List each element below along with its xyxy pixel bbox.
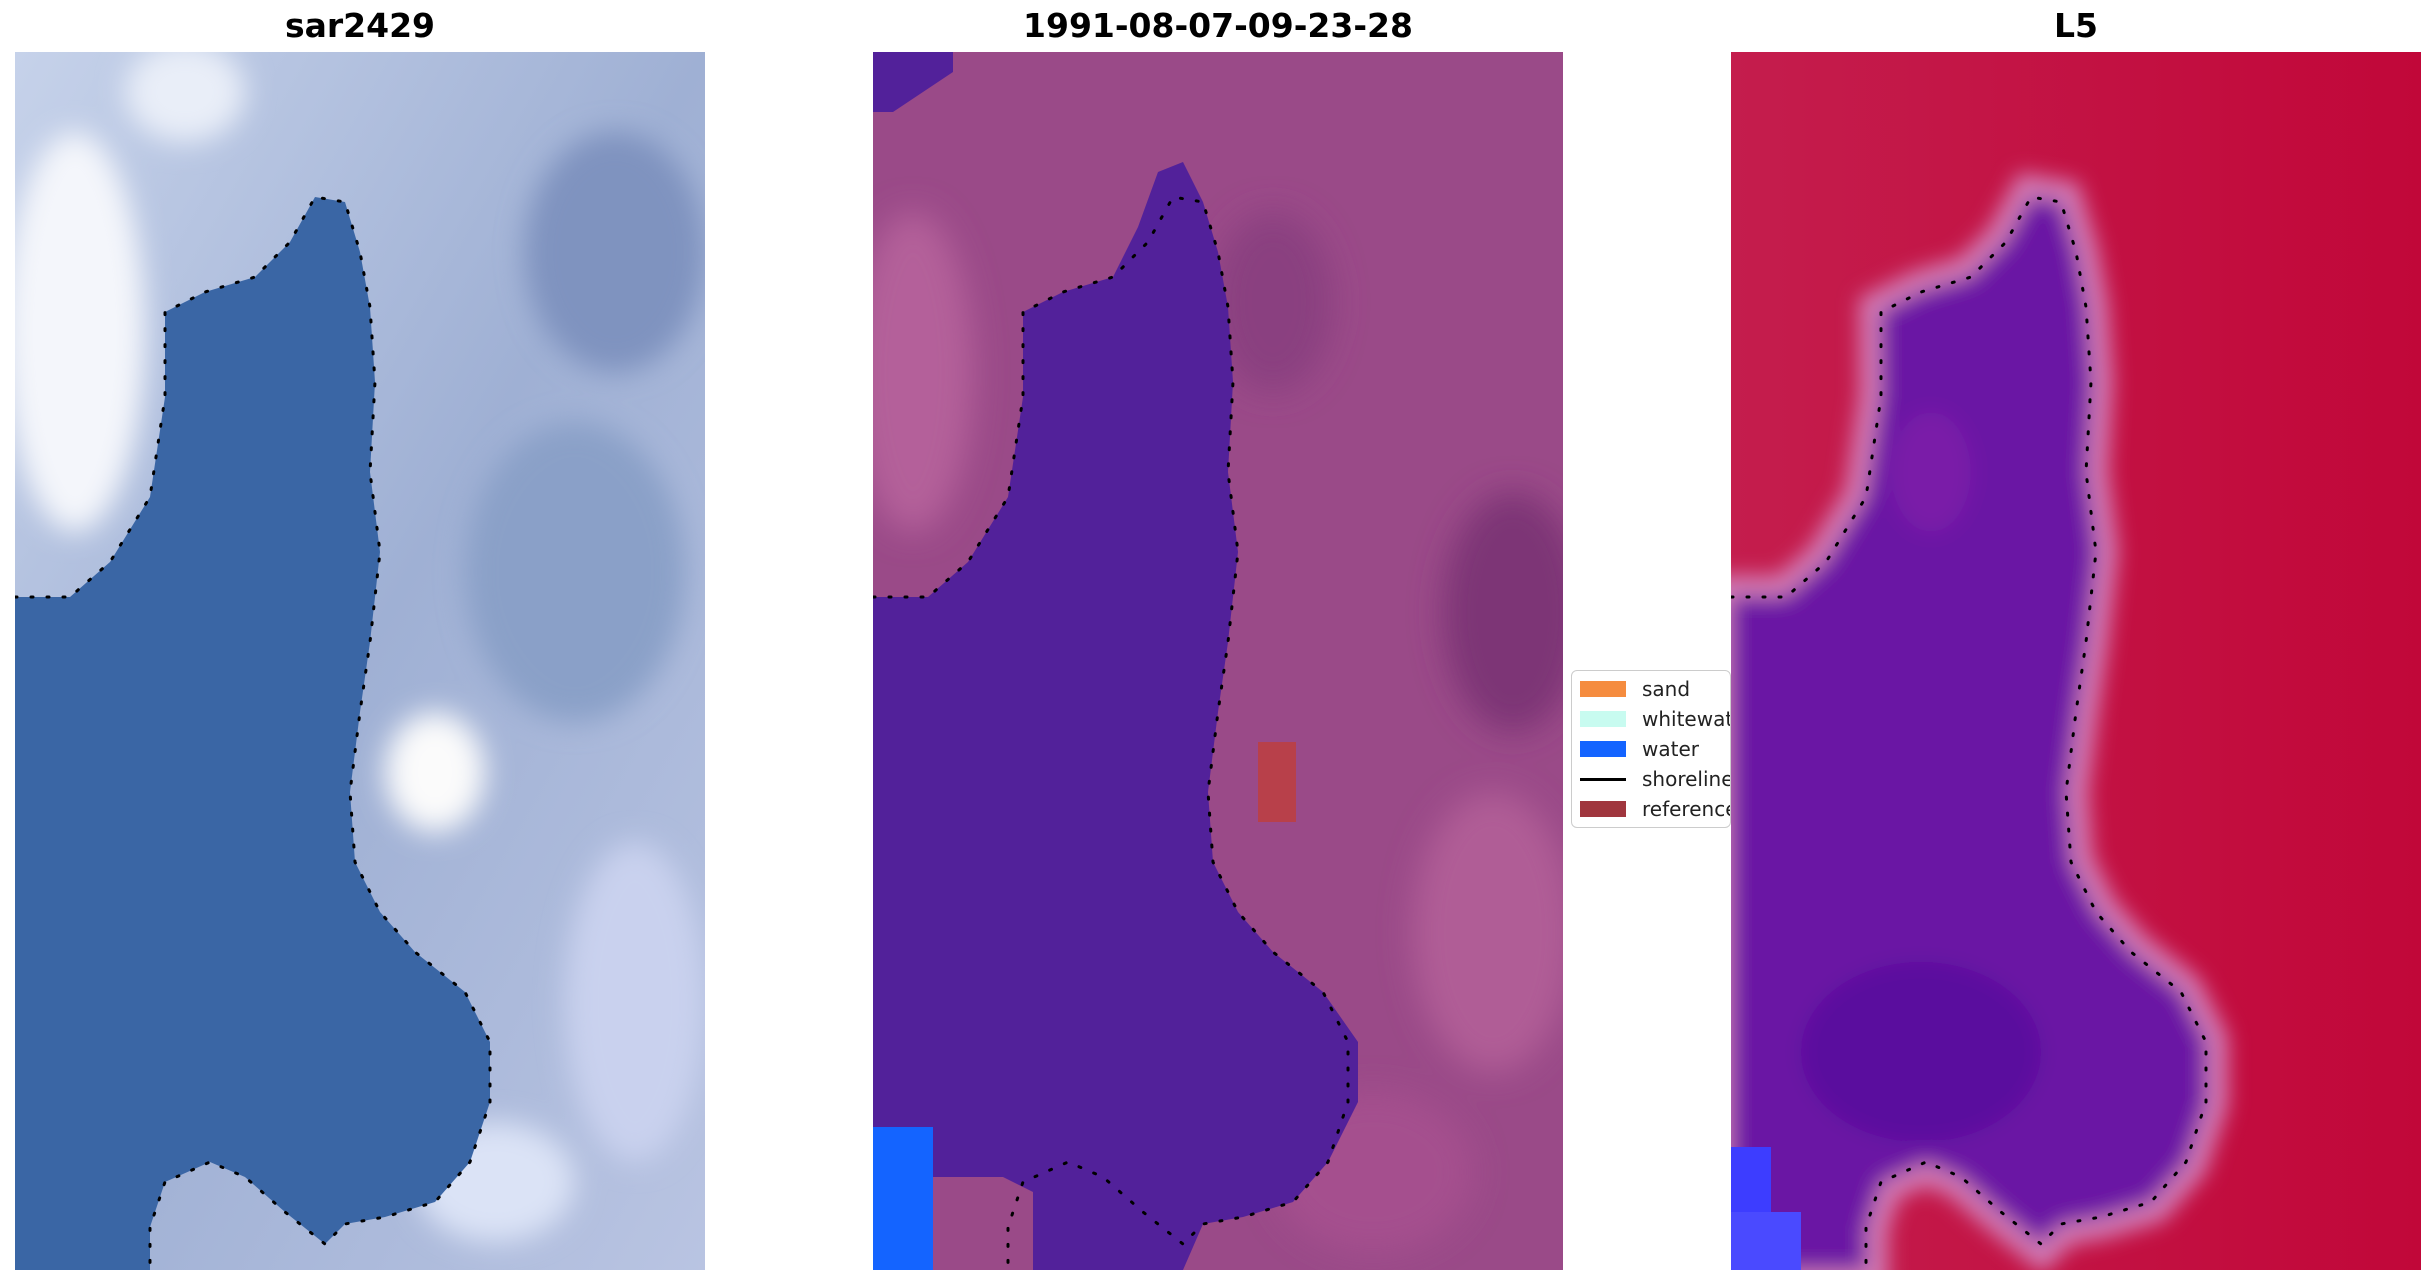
index-image-panel <box>1731 52 2421 1270</box>
legend: sand whitewater water shoreline referenc… <box>1571 670 1731 828</box>
shoreline-index <box>1731 195 2208 1270</box>
rgb-satellite-image <box>15 52 705 1270</box>
mndwi-image <box>1731 52 2421 1270</box>
legend-item-water: water <box>1580 737 1699 761</box>
legend-item-reference: reference <box>1580 797 1731 821</box>
legend-label-whitewater: whitewater <box>1642 707 1730 731</box>
classified-image <box>873 52 1563 1270</box>
legend-swatch-water <box>1580 741 1626 757</box>
panel-title-classified: 1991-08-07-09-23-28 <box>1023 6 1413 45</box>
shoreline-classified <box>873 195 1350 1270</box>
legend-item-sand: sand <box>1580 677 1690 701</box>
legend-label-water: water <box>1642 737 1699 761</box>
legend-label-sand: sand <box>1642 677 1691 701</box>
legend-item-whitewater: whitewater <box>1580 707 1730 731</box>
legend-swatch-whitewater <box>1580 711 1626 727</box>
legend-line-shoreline <box>1580 777 1626 781</box>
shoreline-rgb <box>15 195 492 1270</box>
legend-swatch-reference <box>1580 801 1626 817</box>
panel-title-index: L5 <box>2054 6 2098 45</box>
legend-label-reference: reference <box>1642 797 1731 821</box>
legend-item-shoreline: shoreline <box>1580 767 1731 791</box>
classified-image-panel <box>873 52 1563 1270</box>
legend-label-shoreline: shoreline <box>1642 767 1731 791</box>
legend-swatch-sand <box>1580 681 1626 697</box>
rgb-image-panel <box>15 52 705 1270</box>
panel-title-rgb: sar2429 <box>284 6 436 45</box>
